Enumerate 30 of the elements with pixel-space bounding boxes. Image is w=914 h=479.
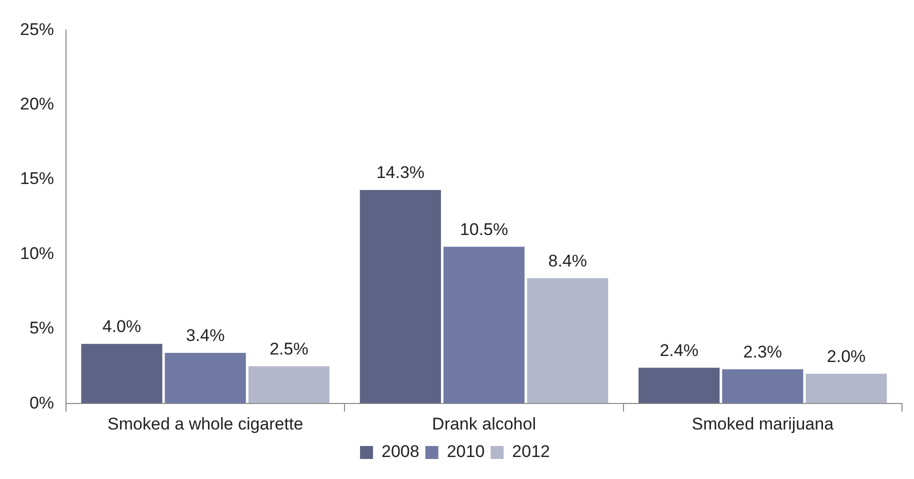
data-label: 4.0% (102, 317, 142, 336)
bar (722, 369, 804, 404)
data-label: 2.5% (270, 339, 308, 358)
legend-label: 2012 (512, 442, 550, 462)
bar (81, 344, 162, 404)
data-label: 2.0% (826, 346, 866, 366)
bar (360, 190, 441, 404)
bar (248, 366, 330, 404)
bar (638, 368, 720, 404)
data-label: 8.4% (548, 251, 587, 270)
x-tick-label: Smoked marijuana (692, 414, 834, 434)
bar (164, 352, 246, 404)
data-label: 10.5% (460, 220, 508, 239)
bar (806, 374, 887, 404)
bar (527, 278, 608, 404)
y-tick-label: 0% (29, 393, 54, 412)
data-label: 3.4% (186, 326, 225, 346)
y-tick-label: 5% (29, 318, 54, 338)
y-tick-label: 25% (20, 20, 54, 39)
bar (443, 246, 525, 404)
x-tick-label: Drank alcohol (432, 414, 536, 434)
y-tick-label: 15% (20, 169, 54, 188)
y-tick-label: 20% (20, 94, 54, 114)
legend-label: 2010 (446, 442, 485, 462)
data-label: 14.3% (376, 163, 425, 182)
y-tick-label: 10% (20, 244, 54, 263)
legend-label: 2008 (382, 442, 420, 462)
data-label: 2.4% (660, 340, 698, 360)
x-tick-label: Smoked a whole cigarette (108, 414, 304, 434)
data-label: 2.3% (743, 342, 782, 362)
